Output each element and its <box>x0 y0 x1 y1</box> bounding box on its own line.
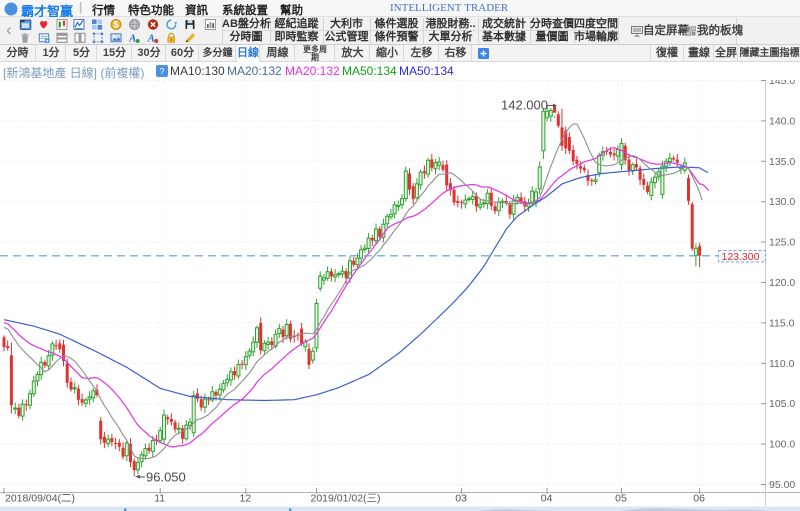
svg-text:A: A <box>147 34 155 45</box>
svg-text:123.300: 123.300 <box>722 251 760 263</box>
svg-text:A: A <box>128 34 136 45</box>
svg-text:125.0: 125.0 <box>769 237 795 249</box>
svg-text:$: $ <box>113 20 118 30</box>
svg-text:120.0: 120.0 <box>769 277 795 289</box>
svg-text:03: 03 <box>455 493 467 505</box>
svg-text:140.0: 140.0 <box>769 115 795 127</box>
svg-text:11: 11 <box>154 493 165 505</box>
svg-text:?: ? <box>159 67 164 77</box>
svg-text:135.0: 135.0 <box>769 156 795 168</box>
svg-text:130.0: 130.0 <box>769 196 795 208</box>
svg-text:100.0: 100.0 <box>769 439 795 451</box>
svg-text:05: 05 <box>615 493 627 505</box>
svg-text:2018/09/04(二): 2018/09/04(二) <box>5 493 75 505</box>
svg-text:105.0: 105.0 <box>769 398 795 410</box>
svg-text:04: 04 <box>541 493 553 505</box>
svg-text:115.0: 115.0 <box>769 317 795 329</box>
svg-text:2019/01/02(三): 2019/01/02(三) <box>311 493 381 505</box>
svg-text:96.050: 96.050 <box>146 470 186 485</box>
svg-text:06: 06 <box>693 493 705 505</box>
svg-text:12: 12 <box>239 493 251 505</box>
svg-text:110.0: 110.0 <box>769 358 795 370</box>
svg-text:142.000: 142.000 <box>501 98 548 113</box>
svg-text:95.00: 95.00 <box>769 479 795 491</box>
svg-text:145.0: 145.0 <box>769 80 795 87</box>
